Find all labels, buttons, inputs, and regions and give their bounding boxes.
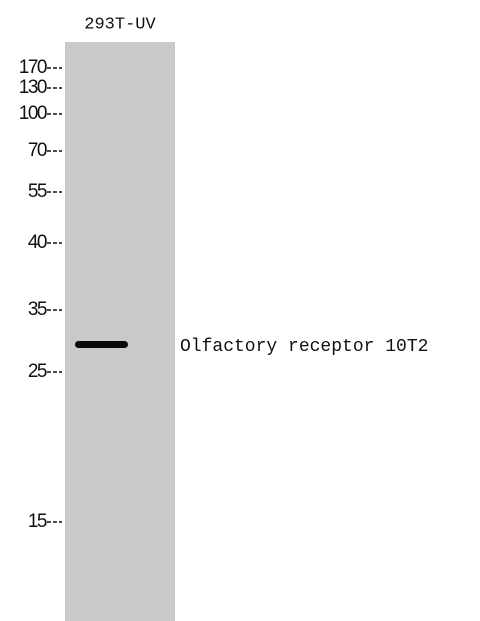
marker-label: 35 [28, 299, 47, 320]
band-label: Olfactory receptor 10T2 [180, 337, 428, 357]
lane-label: 293T-UV [84, 15, 156, 34]
marker-label: 55 [28, 181, 47, 202]
marker-label: 170 [19, 57, 47, 78]
marker-label: 40 [28, 232, 47, 253]
marker-label: 100 [19, 103, 47, 124]
marker-label: 15 [28, 511, 47, 532]
marker-label: 130 [19, 77, 47, 98]
marker-label: 25 [28, 361, 47, 382]
page: {"lane_label": "293T-UV", "markers": ["1… [0, 0, 480, 621]
western-blot: 293T-UV Olfactory receptor 10T2 170130 10… [0, 0, 480, 621]
marker-label: 70 [28, 140, 47, 161]
band [75, 341, 128, 348]
lane [65, 42, 175, 621]
